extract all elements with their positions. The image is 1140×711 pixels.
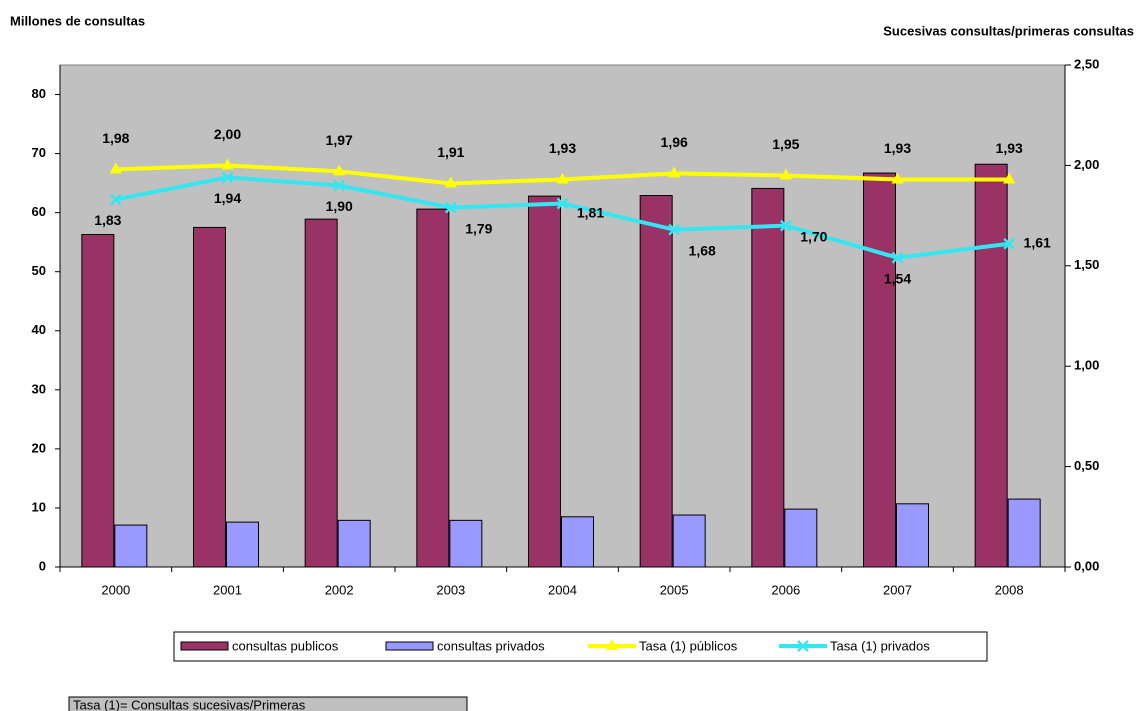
- bar: [863, 172, 896, 568]
- y2-tick-label: 2,50: [1074, 56, 1099, 71]
- plot-area: [59, 64, 1066, 568]
- x-tick-label: 2001: [213, 582, 242, 597]
- marker: [1003, 237, 1016, 250]
- x-tick-label: 2005: [660, 582, 689, 597]
- bar: [449, 519, 483, 568]
- legend-label: consultas publicos: [232, 638, 339, 653]
- y2-tick-label: 1,50: [1074, 257, 1099, 272]
- y-tick-label: 50: [32, 263, 46, 278]
- bar: [561, 516, 594, 568]
- bar: [337, 519, 371, 568]
- marker: [556, 172, 569, 184]
- y-tick-label: 80: [32, 86, 46, 101]
- bar: [81, 233, 115, 568]
- marker: [221, 158, 234, 170]
- marker: [606, 639, 618, 650]
- x-tick-label: 2006: [771, 582, 800, 597]
- legend-label: Tasa (1) privados: [830, 638, 930, 653]
- marker: [221, 171, 234, 184]
- y-tick-label: 20: [32, 440, 46, 455]
- marker: [444, 201, 457, 214]
- x-tick-label: 2004: [548, 582, 577, 597]
- data-label: 1,90: [326, 198, 353, 214]
- marker: [891, 251, 904, 264]
- data-label: 1,94: [214, 190, 241, 206]
- marker: [779, 168, 792, 180]
- bar: [416, 208, 450, 568]
- x-tick-label: 2000: [101, 582, 130, 597]
- bar: [751, 187, 785, 568]
- data-label: 1,97: [326, 132, 353, 148]
- y-tick-label: 30: [32, 381, 46, 396]
- data-label: 1,93: [996, 140, 1023, 156]
- bar: [1007, 498, 1041, 568]
- data-label: 1,96: [661, 134, 688, 150]
- y2-tick-label: 2,00: [1074, 157, 1099, 172]
- legend-label: consultas privados: [437, 638, 545, 653]
- data-label: 1,61: [1024, 234, 1051, 250]
- x-tick-label: 2003: [436, 582, 465, 597]
- data-label: 1,93: [884, 140, 911, 156]
- marker: [109, 193, 122, 206]
- bar: [784, 508, 818, 568]
- marker: [444, 176, 457, 188]
- marker: [333, 179, 346, 192]
- bar: [974, 163, 1008, 568]
- legend-swatch: [180, 641, 229, 651]
- data-label: 2,00: [214, 126, 241, 142]
- y2-tick-label: 0,00: [1074, 558, 1099, 573]
- bar: [114, 524, 148, 568]
- bar: [528, 195, 561, 568]
- marker: [797, 640, 809, 652]
- data-label: 1,70: [800, 228, 827, 244]
- data-label: 1,81: [577, 204, 604, 220]
- marker: [668, 166, 681, 178]
- marker: [556, 197, 569, 210]
- bar: [226, 521, 259, 568]
- y-tick-label: 70: [32, 145, 46, 160]
- data-label: 1,91: [437, 144, 464, 160]
- legend-box: [173, 631, 988, 662]
- marker: [333, 164, 346, 176]
- legend-label: Tasa (1) públicos: [639, 638, 738, 653]
- data-label: 1,98: [102, 130, 129, 146]
- data-label: 1,93: [549, 140, 576, 156]
- legend-swatch: [385, 641, 434, 651]
- x-tick-label: 2007: [883, 582, 912, 597]
- y-tick-label: 10: [32, 499, 46, 514]
- marker: [109, 162, 122, 174]
- bar: [304, 218, 338, 568]
- marker: [1003, 172, 1016, 184]
- data-label: 1,79: [465, 220, 492, 236]
- data-label: 1,54: [884, 270, 911, 286]
- note-box: [68, 696, 468, 711]
- y-tick-label: 0: [39, 558, 46, 573]
- y-tick-label: 60: [32, 204, 46, 219]
- data-label: 1,83: [94, 212, 121, 228]
- bar: [193, 226, 226, 568]
- note: Tasa (1)= Consultas sucesivas/Primeras: [73, 697, 306, 711]
- x-tick-label: 2002: [325, 582, 354, 597]
- y2-tick-label: 0,50: [1074, 458, 1099, 473]
- left-axis-title: Millones de consultas: [10, 13, 145, 28]
- data-label: 1,95: [772, 136, 799, 152]
- bar: [896, 503, 929, 568]
- x-tick-label: 2008: [995, 582, 1024, 597]
- marker: [779, 219, 792, 232]
- y-tick-label: 40: [32, 322, 46, 337]
- data-label: 1,68: [689, 242, 716, 258]
- bar: [639, 195, 673, 568]
- y2-tick-label: 1,00: [1074, 358, 1099, 373]
- right-axis-title: Sucesivas consultas/primeras consultas: [883, 23, 1134, 38]
- bar: [672, 514, 706, 568]
- marker: [891, 172, 904, 184]
- marker: [668, 223, 681, 236]
